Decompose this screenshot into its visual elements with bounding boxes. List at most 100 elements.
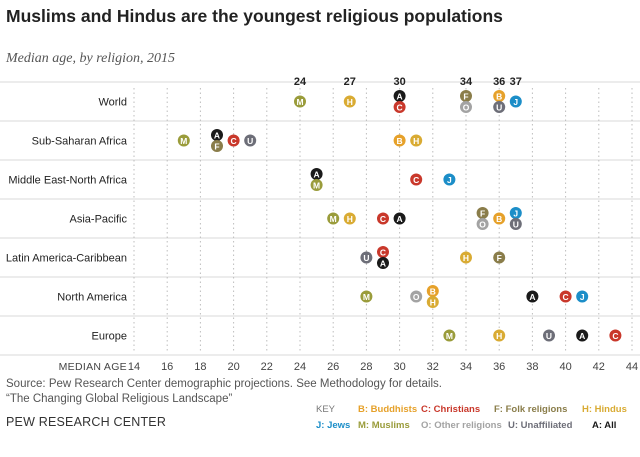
marker-letter: U <box>363 253 369 263</box>
data-point-A: A <box>576 329 589 342</box>
data-point-U: U <box>360 251 373 264</box>
data-point-A: A <box>211 129 223 141</box>
marker-letter: C <box>397 102 403 112</box>
data-point-C: C <box>559 290 572 303</box>
marker-letter: F <box>480 208 485 218</box>
legend-item-B: B: Buddhists <box>358 404 418 415</box>
data-point-M: M <box>310 179 323 191</box>
data-point-J: J <box>509 95 522 108</box>
marker-letter: O <box>463 102 470 112</box>
marker-circle <box>244 134 257 147</box>
marker-circle <box>576 290 589 303</box>
x-tick-label: 36 <box>493 361 505 372</box>
data-point-O: O <box>410 290 423 303</box>
marker-letter: A <box>397 214 403 224</box>
marker-circle <box>426 285 439 297</box>
marker-letter: A <box>579 331 585 341</box>
marker-letter: U <box>513 219 519 229</box>
marker-letter: J <box>447 175 452 185</box>
marker-letter: A <box>214 130 220 140</box>
data-point-B: B <box>426 285 439 297</box>
marker-letter: H <box>430 297 436 307</box>
marker-letter: J <box>580 292 585 302</box>
marker-letter: J <box>513 97 518 107</box>
marker-circle <box>426 296 439 308</box>
x-tick-label: 38 <box>526 361 538 372</box>
marker-circle <box>410 173 423 186</box>
marker-letter: H <box>347 97 353 107</box>
chart-subtitle: Median age, by religion, 2015 <box>6 51 176 66</box>
marker-circle <box>509 207 522 219</box>
marker-circle <box>443 329 456 342</box>
data-point-U: U <box>509 218 522 230</box>
data-point-C: C <box>609 329 622 342</box>
marker-letter: M <box>313 180 320 190</box>
legend-item-M: M: Muslims <box>358 420 410 431</box>
marker-letter: M <box>446 331 453 341</box>
marker-letter: H <box>347 214 353 224</box>
marker-circle <box>393 212 406 225</box>
legend-item-O: O: Other religions <box>421 420 502 431</box>
legend-item-U: U: Unaffiliated <box>508 420 573 431</box>
data-point-C: C <box>410 173 423 186</box>
data-point-C: C <box>377 212 389 225</box>
marker-letter: H <box>413 136 419 146</box>
data-point-H: H <box>426 296 439 308</box>
data-point-A: A <box>377 257 389 269</box>
marker-circle <box>360 251 373 264</box>
marker-letter: F <box>497 253 502 263</box>
marker-letter: M <box>330 214 337 224</box>
marker-letter: B <box>496 214 502 224</box>
data-point-C: C <box>393 101 406 113</box>
marker-circle <box>543 329 555 342</box>
marker-letter: A <box>397 91 403 101</box>
brand-label: PEW RESEARCH CENTER <box>6 415 167 429</box>
legend-item-F: F: Folk religions <box>494 404 568 415</box>
marker-circle <box>493 212 506 225</box>
marker-circle <box>393 90 406 102</box>
marker-circle <box>526 290 539 303</box>
data-point-M: M <box>327 212 340 225</box>
data-point-O: O <box>460 101 472 113</box>
marker-letter: A <box>380 258 386 268</box>
data-point-M: M <box>443 329 456 342</box>
x-tick-label: 24 <box>294 361 306 372</box>
marker-circle <box>493 329 506 342</box>
data-point-A: A <box>393 212 406 225</box>
marker-circle <box>559 290 572 303</box>
marker-circle <box>576 329 589 342</box>
data-point-U: U <box>244 134 257 147</box>
marker-circle <box>211 129 223 141</box>
data-point-B: B <box>493 90 506 102</box>
marker-circle <box>609 329 622 342</box>
marker-circle <box>310 168 323 180</box>
marker-circle <box>410 290 423 303</box>
x-tick-label: 26 <box>327 361 339 372</box>
region-label: North America <box>57 292 128 304</box>
marker-circle <box>476 218 489 230</box>
data-point-C: C <box>377 246 389 258</box>
legend-item-J: J: Jews <box>316 420 351 431</box>
x-tick-label: 18 <box>194 361 206 372</box>
x-tick-label: 32 <box>427 361 439 372</box>
data-point-M: M <box>294 95 306 108</box>
marker-letter: J <box>513 208 518 218</box>
marker-circle <box>343 95 356 108</box>
marker-letter: A <box>314 169 320 179</box>
marker-circle <box>360 290 373 303</box>
region-label: Asia-Pacific <box>70 214 128 226</box>
source-line-1: Source: Pew Research Center demographic … <box>6 378 442 390</box>
marker-circle <box>343 212 356 225</box>
data-point-M: M <box>360 290 373 303</box>
data-point-H: H <box>493 329 506 342</box>
marker-letter: H <box>463 253 469 263</box>
marker-circle <box>460 101 472 113</box>
marker-circle <box>327 212 340 225</box>
marker-letter: F <box>214 141 219 151</box>
marker-circle <box>509 218 522 230</box>
data-point-H: H <box>410 134 423 147</box>
region-label: Sub-Saharan Africa <box>32 136 128 148</box>
region-label: Europe <box>92 331 127 343</box>
marker-circle <box>493 251 506 264</box>
marker-letter: O <box>413 292 420 302</box>
